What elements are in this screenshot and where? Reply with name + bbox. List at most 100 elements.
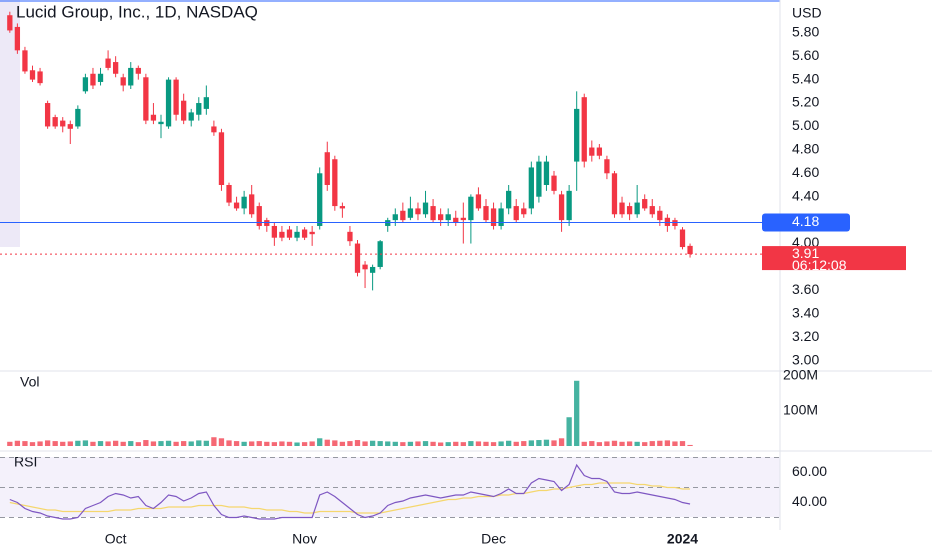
volume-bar [294, 442, 300, 446]
y-tick-label: 3.00 [792, 351, 819, 367]
countdown: 06:12:08 [792, 257, 847, 273]
volume-bar [490, 442, 497, 446]
rsi-line [9, 463, 691, 520]
candle-body [513, 206, 519, 221]
candle-body [430, 206, 436, 221]
candle-body [324, 152, 330, 185]
candle-body [14, 26, 21, 51]
candle-body [415, 208, 421, 215]
candle-body [241, 196, 247, 209]
rsi-tick-label: 40.00 [792, 493, 827, 509]
volume-bar [626, 441, 633, 446]
volume-bar [22, 441, 28, 446]
y-tick-label: 5.20 [792, 94, 819, 110]
volume-bar [642, 442, 648, 446]
volume-bar [203, 440, 209, 446]
volume-bar [135, 442, 141, 446]
candle-body [7, 15, 13, 31]
candle-body [233, 202, 240, 209]
volume-bar [264, 441, 270, 446]
candle-body [120, 77, 126, 86]
candle-body [400, 210, 406, 221]
volume-bar [596, 442, 603, 446]
candle-body [188, 112, 194, 121]
volume-bar [317, 438, 323, 446]
volume-bar [422, 441, 429, 446]
y-tick-label: 4.40 [792, 187, 819, 203]
candle-body [105, 58, 111, 68]
candle-body [558, 194, 565, 221]
volume-bar [60, 441, 66, 446]
x-tick-label: 2024 [667, 531, 698, 547]
volume-bar [468, 441, 474, 446]
volume-bar [611, 440, 618, 446]
last-price-label: 3.91 [792, 245, 819, 261]
volume-bar [332, 440, 338, 446]
volume-bar [211, 437, 217, 446]
volume-bar [309, 441, 315, 446]
candle-body [679, 229, 686, 248]
volume-bar [7, 441, 13, 446]
candle-body [60, 120, 66, 127]
volume-bar [75, 440, 81, 446]
candle-body [664, 217, 671, 226]
volume-bar [67, 441, 73, 446]
y-tick-label: 5.60 [792, 47, 819, 63]
candle-body [407, 208, 414, 218]
volume-bar [445, 442, 451, 446]
chart-title: Lucid Group, Inc., 1D, NASDAQ [16, 2, 258, 21]
volume-bar [453, 441, 459, 446]
volume-bar [226, 440, 232, 446]
volume-bar [664, 440, 671, 446]
y-tick-label: 3.60 [792, 281, 819, 297]
candle-body [29, 70, 36, 80]
candle-body [543, 161, 550, 185]
volume-bar [120, 441, 126, 446]
candle-body [490, 208, 497, 226]
volume-bar [112, 440, 119, 446]
candle-body [301, 229, 308, 238]
candle-body [566, 190, 572, 221]
volume-bar [657, 440, 663, 446]
candle-body [286, 229, 293, 238]
candle-body [385, 220, 391, 226]
volume-bar [679, 441, 686, 446]
volume-bar [498, 441, 504, 446]
volume-bar [369, 440, 376, 446]
volume-bar [90, 441, 96, 446]
volume-bar [513, 441, 519, 446]
volume-bar [271, 442, 278, 446]
candle-body [460, 217, 466, 221]
volume-bar [256, 441, 262, 446]
volume-bar [218, 438, 225, 446]
volume-bar [362, 441, 368, 446]
volume-bar [634, 441, 640, 446]
volume-bar [437, 442, 444, 446]
volume-bar [528, 440, 534, 446]
y-tick-label: 4.80 [792, 141, 819, 157]
candle-body [128, 67, 134, 86]
candle-body [211, 126, 217, 133]
candle-body [165, 79, 172, 127]
volume-bar [392, 441, 398, 446]
y-tick-label: 3.40 [792, 305, 819, 321]
y-tick-label: 3.20 [792, 328, 819, 344]
volume-tick-label: 100M [783, 402, 818, 418]
candle-body [112, 62, 119, 74]
candle-body [581, 97, 587, 162]
volume-bar [619, 441, 625, 446]
volume-bar [37, 441, 43, 446]
candle-body [309, 231, 315, 235]
candle-body [347, 231, 353, 242]
rsi-ma-line [9, 482, 691, 514]
candle-body [37, 71, 43, 84]
candle-body [22, 50, 28, 72]
volume-bar [687, 444, 693, 446]
candle-body [218, 132, 225, 185]
x-tick-label: Dec [481, 531, 506, 547]
candle-body [626, 206, 633, 215]
candle-body [551, 175, 557, 191]
volume-bar [150, 441, 157, 446]
candle-body [687, 245, 693, 255]
volume-bar [14, 440, 21, 446]
